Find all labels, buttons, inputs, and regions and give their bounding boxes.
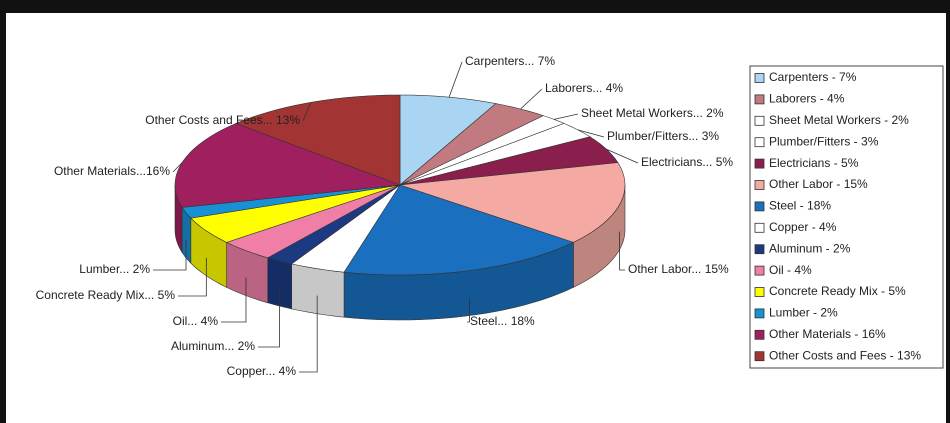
legend-label: Oil - 4%	[769, 263, 812, 277]
legend-label: Steel - 18%	[769, 199, 831, 213]
leader-line	[577, 129, 605, 138]
data-label: Concrete Ready Mix... 5%	[36, 288, 176, 302]
data-label: Copper... 4%	[227, 364, 297, 378]
leader-line	[299, 295, 318, 373]
leader-line	[520, 88, 543, 110]
data-label: Laborers... 4%	[545, 81, 623, 95]
legend-swatch	[754, 287, 765, 297]
leader-line	[302, 102, 312, 122]
legend-swatch	[754, 158, 765, 169]
legend-swatch	[754, 73, 765, 83]
leader-line	[221, 277, 247, 323]
leader-line	[172, 162, 183, 173]
leader-line	[467, 297, 470, 323]
legend-label: Other Costs and Fees - 13%	[769, 348, 921, 362]
leader-line	[606, 148, 639, 164]
data-label: Aluminum... 2%	[171, 339, 255, 353]
leader-line	[553, 113, 579, 120]
legend-swatch	[754, 308, 765, 319]
legend-swatch	[754, 351, 765, 362]
legend-label: Concrete Ready Mix - 5%	[769, 284, 906, 298]
leader-line	[258, 287, 280, 348]
leader-line	[178, 257, 207, 297]
legend-label: Other Labor - 15%	[769, 177, 868, 191]
data-label: Carpenters... 7%	[465, 54, 555, 68]
data-label: Steel... 18%	[470, 314, 535, 328]
legend-label: Plumber/Fitters - 3%	[769, 134, 879, 148]
slice	[399, 94, 497, 186]
slice	[399, 136, 619, 186]
legend-swatch	[754, 180, 765, 190]
data-label: Sheet Metal Workers... 2%	[581, 106, 724, 120]
legend-swatch	[754, 115, 765, 126]
slice	[225, 184, 401, 259]
legend-label: Lumber - 2%	[769, 306, 838, 320]
slice	[343, 184, 575, 276]
slice	[190, 184, 401, 243]
legend-swatch	[754, 329, 765, 340]
slice	[399, 162, 626, 243]
legend-label: Other Materials - 16%	[769, 327, 886, 341]
data-label: Other Labor... 15%	[628, 262, 729, 276]
legend-swatch	[754, 265, 765, 276]
legend-box	[749, 65, 944, 369]
data-label: Oil... 4%	[173, 314, 219, 328]
legend-label: Electricians - 5%	[769, 156, 859, 170]
legend-label: Copper - 4%	[769, 220, 837, 234]
legend-swatch	[754, 244, 765, 255]
slice-side	[291, 263, 345, 318]
legend-swatch	[754, 222, 765, 233]
legend-swatch	[754, 137, 765, 148]
legend-swatch	[754, 201, 765, 212]
legend-label: Aluminum - 2%	[769, 241, 851, 255]
legend-swatch	[754, 94, 765, 105]
slice	[174, 123, 401, 208]
data-label: Other Materials...16%	[54, 164, 170, 178]
legend-label: Carpenters - 7%	[769, 70, 857, 84]
slice	[290, 184, 401, 273]
data-label: Other Costs and Fees... 13%	[145, 113, 300, 127]
leader-line	[619, 231, 625, 271]
data-label: Plumber/Fitters... 3%	[607, 129, 719, 143]
leader-line	[153, 239, 187, 271]
legend-label: Sheet Metal Workers - 2%	[769, 113, 909, 127]
data-label: Lumber... 2%	[79, 262, 150, 276]
legend-label: Laborers - 4%	[769, 92, 845, 106]
data-label: Electricians... 5%	[641, 155, 733, 169]
leader-line	[448, 61, 463, 98]
